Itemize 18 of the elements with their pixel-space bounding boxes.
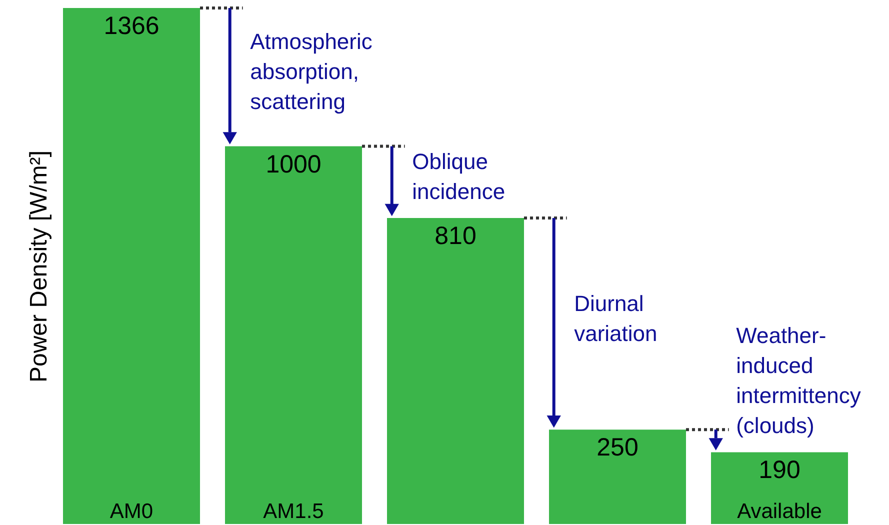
data-label: 810 — [434, 222, 476, 250]
data-label: 1366 — [104, 12, 160, 40]
x-tick-label: Available — [737, 500, 822, 523]
data-label: 1000 — [266, 150, 322, 178]
data-label: 190 — [758, 456, 800, 484]
data-label: 250 — [596, 434, 638, 462]
annotation: Atmospheric absorption, scattering — [250, 29, 372, 114]
bar — [225, 146, 362, 524]
bar — [711, 452, 848, 524]
annotation: Weather- induced intermittency (clouds) — [736, 323, 861, 438]
annotation: Oblique incidence — [412, 149, 506, 204]
bar — [387, 218, 524, 524]
bar — [63, 8, 200, 524]
x-tick-label: AM1.5 — [263, 500, 324, 523]
x-tick-label: AM0 — [110, 500, 154, 523]
y-axis-title: Power Density [W/m²] — [26, 150, 52, 383]
bar — [549, 430, 686, 524]
annotation: Diurnal variation — [574, 290, 658, 346]
